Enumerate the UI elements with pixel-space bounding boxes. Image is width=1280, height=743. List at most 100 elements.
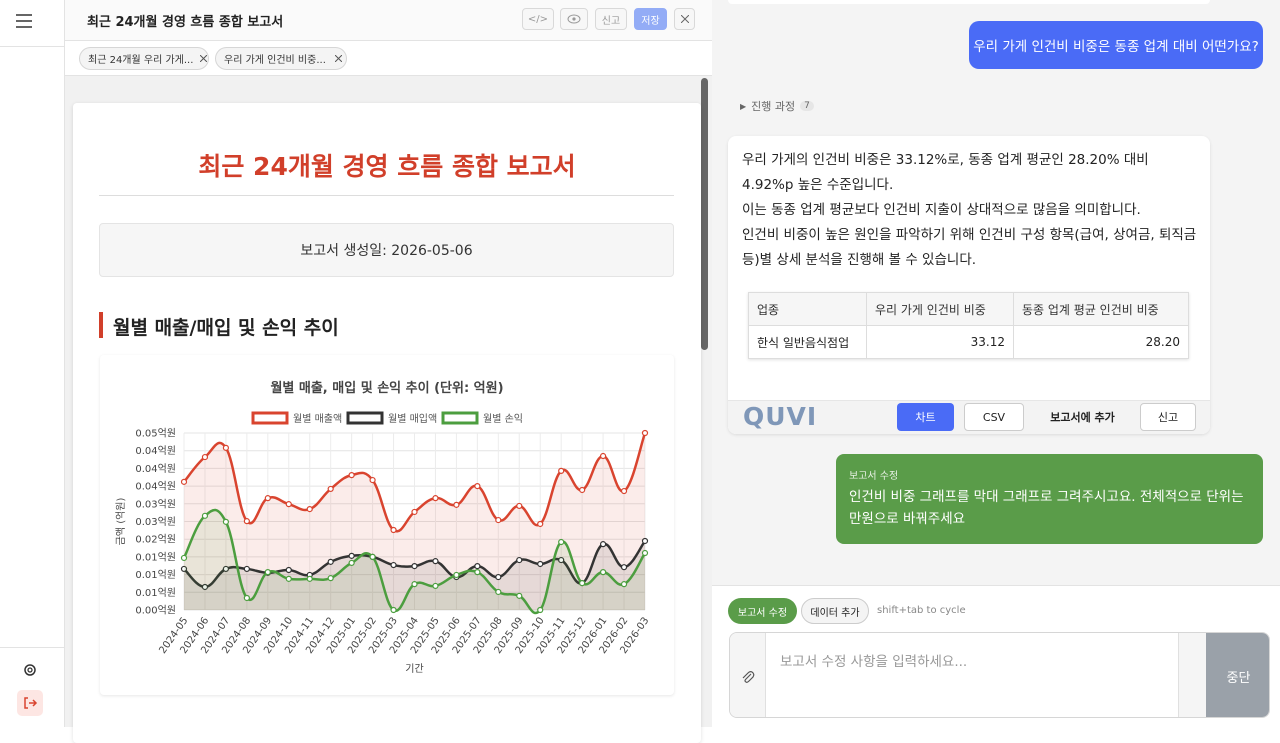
point — [641, 537, 649, 545]
legend-label: 월별 매입액 — [388, 412, 437, 425]
point — [222, 444, 230, 451]
point — [641, 429, 649, 437]
answer-text: 우리 가게의 인건비 비중은 33.12%로, 동종 업계 평균인 28.20%… — [742, 152, 1149, 193]
legend-swatch — [346, 411, 384, 425]
point — [243, 594, 250, 602]
table-header[interactable]: 동종 업계 평균 인건비 비중 — [1013, 292, 1189, 326]
point — [222, 565, 230, 573]
close-button[interactable] — [674, 8, 695, 30]
point — [201, 583, 209, 591]
table-cell: 한식 일반음식점업 — [748, 325, 867, 359]
result-table: 업종 우리 가게 인건비 비중 동종 업계 평균 인건비 비중 한식 일반음식점업 3… — [748, 292, 1189, 359]
point — [516, 556, 523, 564]
point — [264, 569, 271, 576]
report-header: 최근 24개월 경영 흐름 종합 보고서 </> 신고 저장 — [65, 0, 712, 41]
mode-pill[interactable]: 보고서 수정 — [728, 598, 797, 624]
point — [390, 606, 397, 614]
hint: shift+tab to cycle — [877, 605, 966, 616]
csv-button[interactable]: CSV — [964, 403, 1024, 431]
code-button[interactable]: </> — [522, 8, 554, 30]
user-message: 우리 가게 인건비 비중은 동종 업계 대비 어떤가요? — [969, 21, 1263, 69]
tab[interactable]: 최근 24개월 우리 가게... — [79, 47, 209, 70]
report-date: 보고서 생성일: 2026-05-06 — [99, 223, 674, 277]
y-tick-label: 0.01억원 — [135, 587, 176, 599]
edit-message: 보고서 수정 인건비 비중 그래프를 막대 그래프로 그려주시고요. 전체적으로… — [836, 454, 1263, 544]
point — [306, 575, 313, 582]
assistant-message: 우리 가게의 인건비 비중은 33.12%로, 동종 업계 평균인 28.20%… — [728, 136, 1210, 434]
report-header-title: 최근 24개월 경영 흐름 종합 보고서 — [87, 15, 284, 30]
point — [558, 556, 565, 564]
point — [243, 518, 250, 525]
point — [453, 501, 460, 508]
y-tick-label: 0.04억원 — [135, 463, 176, 475]
table-header[interactable]: 업종 — [748, 292, 867, 326]
point — [327, 485, 334, 493]
y-tick-label: 0.03억원 — [135, 516, 176, 528]
point — [222, 518, 230, 525]
progress-toggle[interactable]: ▶ 진행 과정 7 — [740, 98, 814, 114]
point — [579, 579, 586, 587]
chart-button[interactable]: 차트 — [897, 403, 954, 431]
point — [537, 606, 544, 614]
y-tick-label: 0.01억원 — [135, 569, 176, 581]
edit-text: 인건비 비중 그래프를 막대 그래프로 그려주시고요. 전체적으로 단위는 만원… — [849, 489, 1244, 527]
point — [537, 520, 544, 528]
edit-label: 보고서 수정 — [849, 471, 899, 482]
point — [285, 501, 292, 508]
point — [411, 508, 418, 516]
tab[interactable]: 우리 가게 인건비 비중... — [215, 47, 347, 70]
preview-button[interactable] — [560, 8, 588, 30]
report-title: 최근 24개월 경영 흐름 종합 보고서 — [198, 152, 576, 181]
report-button[interactable]: 신고 — [595, 8, 627, 30]
settings-icon[interactable] — [23, 663, 37, 677]
answer-text: 인건비 비중이 높은 원인을 파악하기 위해 인건비 구성 항목(급여, 상여금… — [742, 227, 1197, 268]
point — [599, 569, 607, 576]
legend-label: 월별 매출액 — [293, 413, 342, 425]
progress-label: 진행 과정 — [751, 100, 796, 113]
point — [390, 561, 397, 569]
point — [599, 541, 607, 548]
point — [641, 549, 649, 557]
point — [453, 571, 460, 579]
point — [390, 526, 397, 534]
button-label: CSV — [982, 410, 1006, 424]
progress-count: 7 — [800, 101, 814, 111]
point — [327, 575, 334, 582]
point — [558, 538, 565, 546]
point — [180, 554, 188, 562]
mode-pill[interactable]: 데이터 추가 — [801, 598, 869, 624]
point — [474, 483, 481, 490]
add-to-report-button[interactable]: 보고서에 추가 — [1035, 403, 1130, 431]
y-tick-label: 0.05억원 — [135, 428, 176, 440]
point — [369, 553, 376, 560]
legend-swatch — [441, 411, 479, 425]
point — [348, 552, 355, 559]
point — [516, 592, 523, 599]
logout-button[interactable] — [17, 690, 43, 716]
answer-text: 이는 동종 업계 평균보다 인건비 지출이 상대적으로 많음을 의미합니다. — [742, 202, 1141, 218]
stop-button[interactable]: 중단 — [1206, 633, 1269, 717]
legend-swatch — [251, 411, 289, 425]
point — [432, 495, 439, 502]
tab-label: 최근 24개월 우리 가게... — [88, 55, 194, 66]
button-label: 신고 — [1157, 411, 1179, 424]
table-header[interactable]: 우리 가게 인건비 비중 — [866, 292, 1014, 326]
attach-button[interactable] — [730, 633, 766, 717]
point — [411, 563, 418, 570]
save-button[interactable]: 저장 — [634, 8, 667, 30]
point — [327, 558, 334, 565]
point — [243, 565, 250, 573]
area — [184, 433, 645, 610]
menu-icon[interactable] — [16, 14, 32, 28]
point — [495, 516, 502, 524]
point — [306, 506, 313, 513]
point — [558, 467, 565, 474]
input-placeholder[interactable]: 보고서 수정 사항을 입력하세요... — [780, 654, 968, 670]
flag-button[interactable]: 신고 — [1140, 403, 1196, 431]
point — [474, 563, 481, 570]
y-axis-label: 금액 (억원) — [115, 498, 127, 546]
y-tick-label: 0.02억원 — [135, 534, 176, 546]
scrollbar[interactable] — [701, 78, 708, 350]
point — [432, 558, 439, 565]
point — [285, 566, 292, 574]
